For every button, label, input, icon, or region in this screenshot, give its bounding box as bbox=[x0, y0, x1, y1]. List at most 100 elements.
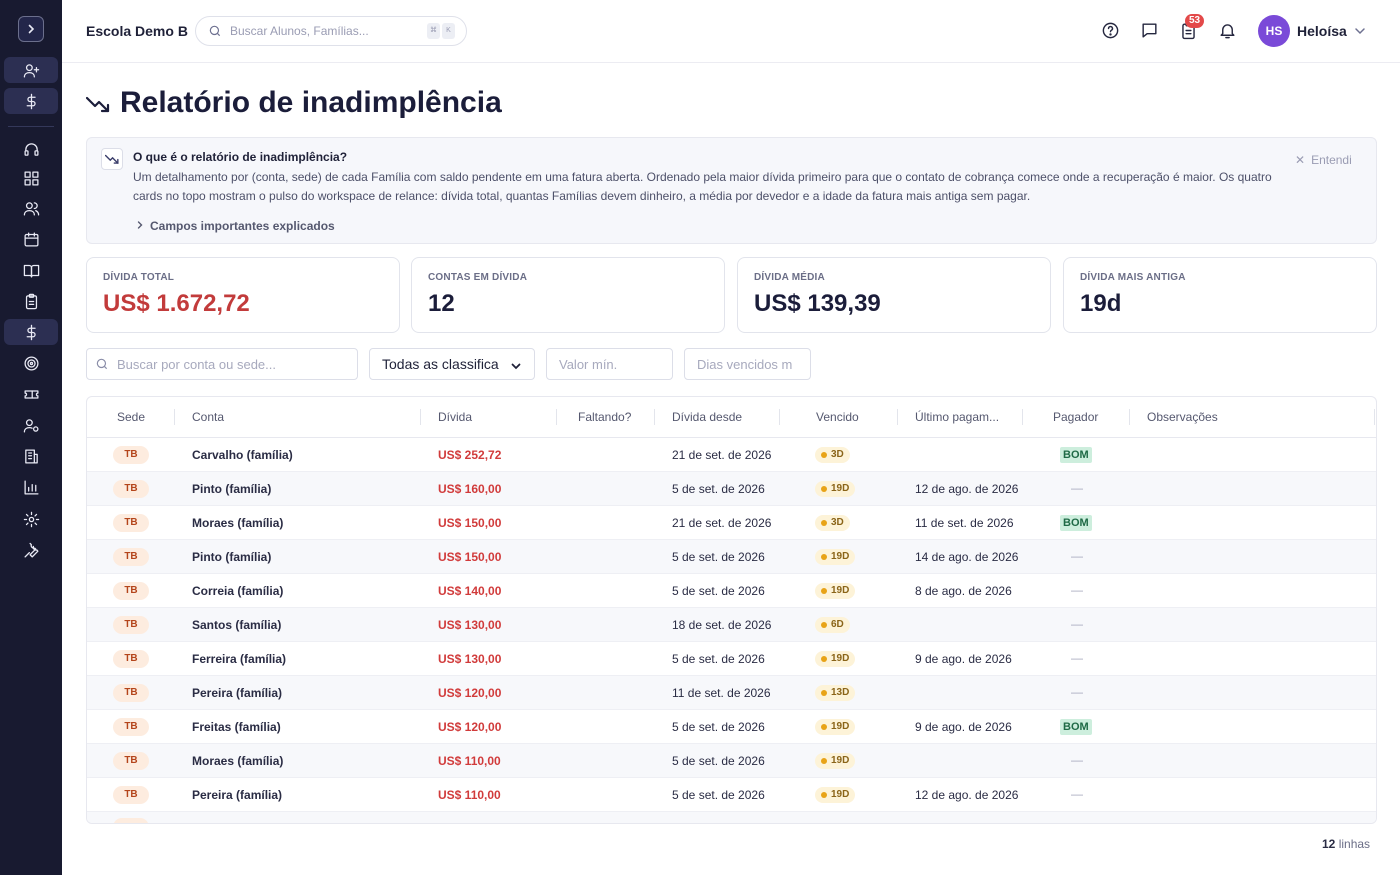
column-divider[interactable] bbox=[897, 409, 898, 425]
overdue-badge: 6D bbox=[815, 617, 850, 633]
column-divider[interactable] bbox=[1374, 409, 1375, 425]
sidebar-item-tasks[interactable] bbox=[4, 288, 58, 314]
overdue-badge: 3D bbox=[815, 447, 850, 463]
column-header-ultimo-pagamento[interactable]: Último pagam... bbox=[915, 410, 1000, 424]
important-fields-toggle[interactable]: Campos importantes explicados bbox=[135, 219, 335, 233]
chat-icon bbox=[1142, 23, 1157, 38]
sidebar-item-calendar[interactable] bbox=[4, 226, 58, 252]
account-name[interactable]: Moraes (família) bbox=[192, 516, 284, 530]
avatar[interactable]: HS bbox=[1258, 15, 1290, 47]
sede-badge: TB bbox=[113, 684, 149, 702]
account-search-input[interactable]: Buscar por conta ou sede... bbox=[86, 348, 358, 380]
school-name[interactable]: Escola Demo B bbox=[86, 23, 188, 39]
sidebar-item-support[interactable] bbox=[4, 136, 58, 162]
payer-status: — bbox=[1071, 685, 1083, 699]
table-row[interactable]: TB Pereira (família) US$ 110,00 5 de set… bbox=[87, 778, 1376, 812]
column-header-pagador[interactable]: Pagador bbox=[1053, 410, 1099, 424]
table-row[interactable]: TB Pereira (família) US$ 120,00 11 de se… bbox=[87, 676, 1376, 710]
account-name[interactable]: Pinto (família) bbox=[192, 482, 272, 496]
dashboard-icon bbox=[23, 170, 39, 186]
table-row[interactable]: TB Carvalho (família) US$ 252,72 21 de s… bbox=[87, 438, 1376, 472]
column-header-conta[interactable]: Conta bbox=[192, 410, 225, 424]
sidebar-expand-button[interactable] bbox=[18, 16, 44, 42]
sidebar-item-settings[interactable] bbox=[4, 506, 58, 532]
sidebar-item-finance[interactable] bbox=[4, 88, 58, 114]
kpi-value: US$ 139,39 bbox=[754, 290, 881, 317]
help-icon bbox=[1102, 22, 1119, 39]
table-row[interactable]: TB Moraes (família) US$ 150,00 21 de set… bbox=[87, 506, 1376, 540]
user-name[interactable]: Heloísa bbox=[1297, 23, 1347, 39]
last-payment: 8 de ago. de 2026 bbox=[915, 584, 1012, 598]
sidebar-item-billing[interactable] bbox=[4, 319, 58, 345]
overdue-badge: 19D bbox=[815, 719, 856, 735]
sidebar-item-goals[interactable] bbox=[4, 350, 58, 376]
sidebar-item-tools[interactable] bbox=[4, 537, 58, 563]
sidebar-item-campuses[interactable] bbox=[4, 443, 58, 469]
page-title: Relatório de inadimplência bbox=[120, 86, 502, 119]
sede-badge: TB bbox=[113, 718, 149, 736]
column-divider[interactable] bbox=[556, 409, 557, 425]
table-row[interactable]: TB Ferreira (família) US$ 130,00 5 de se… bbox=[87, 642, 1376, 676]
table-row[interactable]: TB Correia (família) US$ 140,00 5 de set… bbox=[87, 574, 1376, 608]
sidebar-item-tickets[interactable] bbox=[4, 381, 58, 407]
sidebar-item-add-user[interactable] bbox=[4, 57, 58, 83]
account-name[interactable]: Ferreira (família) bbox=[192, 652, 287, 666]
classification-select[interactable]: Todas as classifica bbox=[369, 348, 535, 380]
chevron-down-icon[interactable] bbox=[1353, 24, 1367, 38]
days-overdue-input[interactable]: Dias vencidos m bbox=[684, 348, 811, 380]
table-row[interactable]: TB Pinto (família) US$ 160,00 5 de set. … bbox=[87, 472, 1376, 506]
column-header-divida[interactable]: Dívida bbox=[438, 410, 473, 424]
add-user-icon bbox=[23, 63, 39, 78]
account-name[interactable]: Pinto (família) bbox=[192, 550, 272, 564]
column-divider[interactable] bbox=[654, 409, 655, 425]
column-divider[interactable] bbox=[1129, 409, 1130, 425]
debt-since: 5 de set. de 2026 bbox=[672, 788, 765, 802]
column-header-vencido[interactable]: Vencido bbox=[816, 410, 859, 424]
messages-button[interactable] bbox=[1140, 21, 1160, 41]
account-name[interactable]: Carvalho (família) bbox=[192, 448, 293, 462]
sidebar-item-staff[interactable] bbox=[4, 412, 58, 438]
column-divider[interactable] bbox=[420, 409, 421, 425]
sede-badge: TB bbox=[113, 548, 149, 566]
sede-badge: TB bbox=[113, 752, 149, 770]
notifications-button[interactable] bbox=[1218, 21, 1238, 41]
overdue-badge: 19D bbox=[815, 549, 856, 565]
payer-status: — bbox=[1071, 753, 1083, 767]
kpi-label: DÍVIDA MÉDIA bbox=[754, 272, 825, 283]
global-search-input[interactable]: Buscar Alunos, Famílias... ⌘ K bbox=[195, 16, 467, 46]
sidebar-item-dashboard[interactable] bbox=[4, 165, 58, 191]
column-divider[interactable] bbox=[1022, 409, 1023, 425]
account-name[interactable]: Santos (família) bbox=[192, 618, 282, 632]
sede-badge: TB bbox=[113, 514, 149, 532]
account-name[interactable]: Pereira (família) bbox=[192, 788, 283, 802]
search-icon bbox=[96, 358, 108, 370]
overdue-badge: 19D bbox=[815, 753, 856, 769]
sede-badge: TB bbox=[113, 480, 149, 498]
table-row[interactable]: TB Moraes (família) US$ 110,00 5 de set.… bbox=[87, 744, 1376, 778]
account-name[interactable]: Freitas (família) bbox=[192, 720, 281, 734]
account-name[interactable]: Pereira (família) bbox=[192, 686, 283, 700]
help-button[interactable] bbox=[1101, 21, 1121, 41]
column-header-sede[interactable]: Sede bbox=[117, 410, 146, 424]
table-row[interactable]: TB Freitas (família) US$ 120,00 5 de set… bbox=[87, 710, 1376, 744]
dismiss-info-button[interactable]: ✕ Entendi bbox=[1295, 153, 1352, 167]
column-header-observacoes[interactable]: Observações bbox=[1147, 410, 1218, 424]
table-row-partial[interactable] bbox=[87, 812, 1376, 823]
kpi-value: 19d bbox=[1080, 290, 1122, 317]
column-header-faltando[interactable]: Faltando? bbox=[578, 410, 632, 424]
column-header-divida-desde[interactable]: Dívida desde bbox=[672, 410, 743, 424]
account-name[interactable]: Correia (família) bbox=[192, 584, 284, 598]
sidebar-item-people[interactable] bbox=[4, 195, 58, 221]
bell-icon bbox=[1220, 24, 1235, 39]
table-row[interactable]: TB Santos (família) US$ 130,00 18 de set… bbox=[87, 608, 1376, 642]
column-divider[interactable] bbox=[174, 409, 175, 425]
min-value-input[interactable]: Valor mín. bbox=[546, 348, 673, 380]
building-icon bbox=[24, 448, 38, 464]
table-row[interactable]: TB Pinto (família) US$ 150,00 5 de set. … bbox=[87, 540, 1376, 574]
sidebar-item-courses[interactable] bbox=[4, 257, 58, 283]
kpi-value: 12 bbox=[428, 290, 455, 317]
account-name[interactable]: Moraes (família) bbox=[192, 754, 284, 768]
sidebar-item-reports[interactable] bbox=[4, 474, 58, 500]
column-divider[interactable] bbox=[779, 409, 780, 425]
kpi-label: CONTAS EM DÍVIDA bbox=[428, 272, 528, 283]
